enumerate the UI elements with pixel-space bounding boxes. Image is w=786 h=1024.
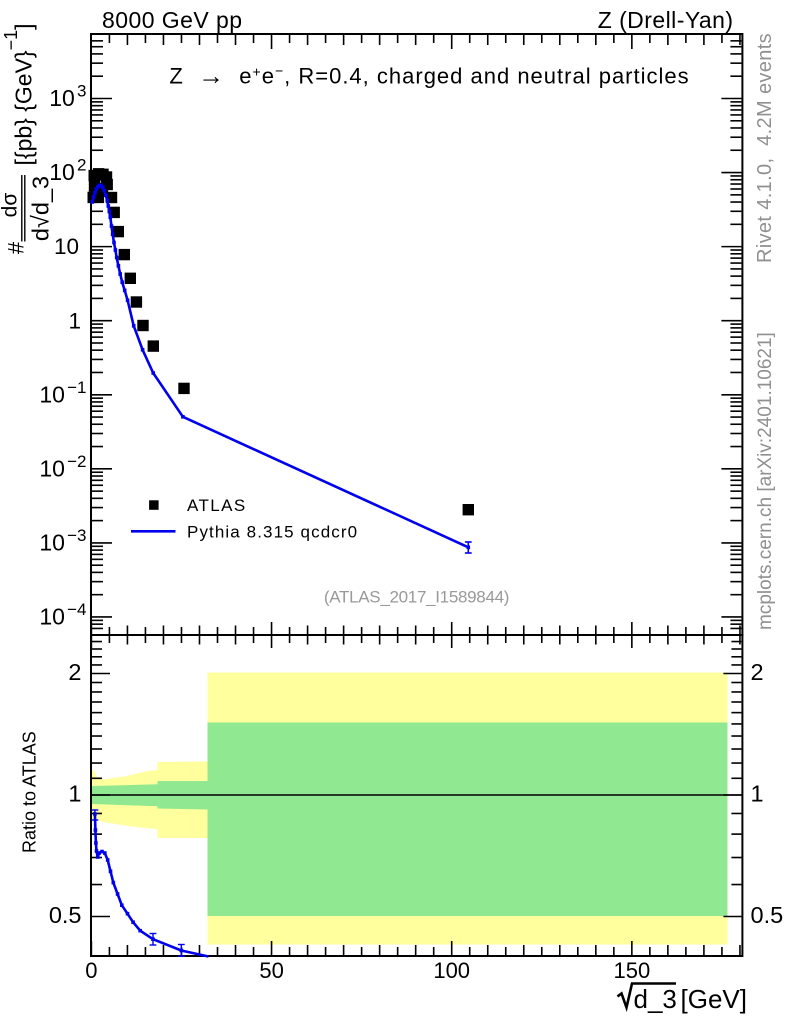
svg-text:1: 1 bbox=[68, 781, 81, 807]
svg-text:Ratio to ATLAS: Ratio to ATLAS bbox=[20, 731, 40, 853]
svg-text:50: 50 bbox=[259, 958, 283, 983]
svg-text:2: 2 bbox=[68, 659, 81, 685]
svg-text:8000 GeV pp: 8000 GeV pp bbox=[102, 7, 243, 33]
svg-text:dσ: dσ bbox=[0, 193, 22, 218]
svg-text:d_3: d_3 bbox=[634, 984, 677, 1014]
svg-text:10−1: 10 −1 bbox=[39, 378, 86, 408]
svg-text:100: 100 bbox=[433, 958, 470, 983]
svg-text:Z (Drell-Yan): Z (Drell-Yan) bbox=[598, 7, 734, 33]
svg-text:Z → e+e−, R=0.4, charged and: Z → e+e−, R=0.4, charged and neutral par… bbox=[169, 61, 689, 91]
svg-text:0: 0 bbox=[85, 958, 97, 983]
svg-text:10−4: 10 −4 bbox=[39, 600, 86, 630]
svg-text:10−3: 10 −3 bbox=[39, 526, 86, 556]
svg-text:1: 1 bbox=[751, 781, 764, 807]
svg-text:ATLAS: ATLAS bbox=[187, 496, 247, 515]
svg-text:[{pb} {GeV}−1]: [{pb} {GeV}−1] bbox=[1, 23, 37, 165]
svg-text:0.5: 0.5 bbox=[751, 902, 784, 928]
svg-text:0.5: 0.5 bbox=[49, 902, 82, 928]
svg-text:d√d_3: d√d_3 bbox=[28, 176, 54, 241]
svg-text:10: 10 bbox=[54, 234, 79, 259]
svg-text:10−2: 10 −2 bbox=[39, 452, 86, 482]
svg-text:102: 10 2 bbox=[49, 156, 86, 186]
svg-text:103: 10 3 bbox=[49, 82, 86, 112]
svg-text:1: 1 bbox=[68, 308, 81, 333]
svg-text:Rivet 4.1.0, 4.2M events: Rivet 4.1.0, 4.2M events bbox=[754, 33, 776, 263]
svg-text:#: # bbox=[4, 241, 29, 254]
svg-text:mcplots.cern.ch [arXiv:2401.10: mcplots.cern.ch [arXiv:2401.10621] bbox=[755, 332, 776, 630]
svg-text:Pythia 8.315 qcdcr0: Pythia 8.315 qcdcr0 bbox=[187, 522, 358, 541]
svg-text:150: 150 bbox=[614, 958, 651, 983]
svg-text:(ATLAS_2017_I1589844): (ATLAS_2017_I1589844) bbox=[324, 588, 509, 607]
svg-text:[GeV]: [GeV] bbox=[681, 984, 747, 1014]
svg-text:2: 2 bbox=[751, 659, 764, 685]
